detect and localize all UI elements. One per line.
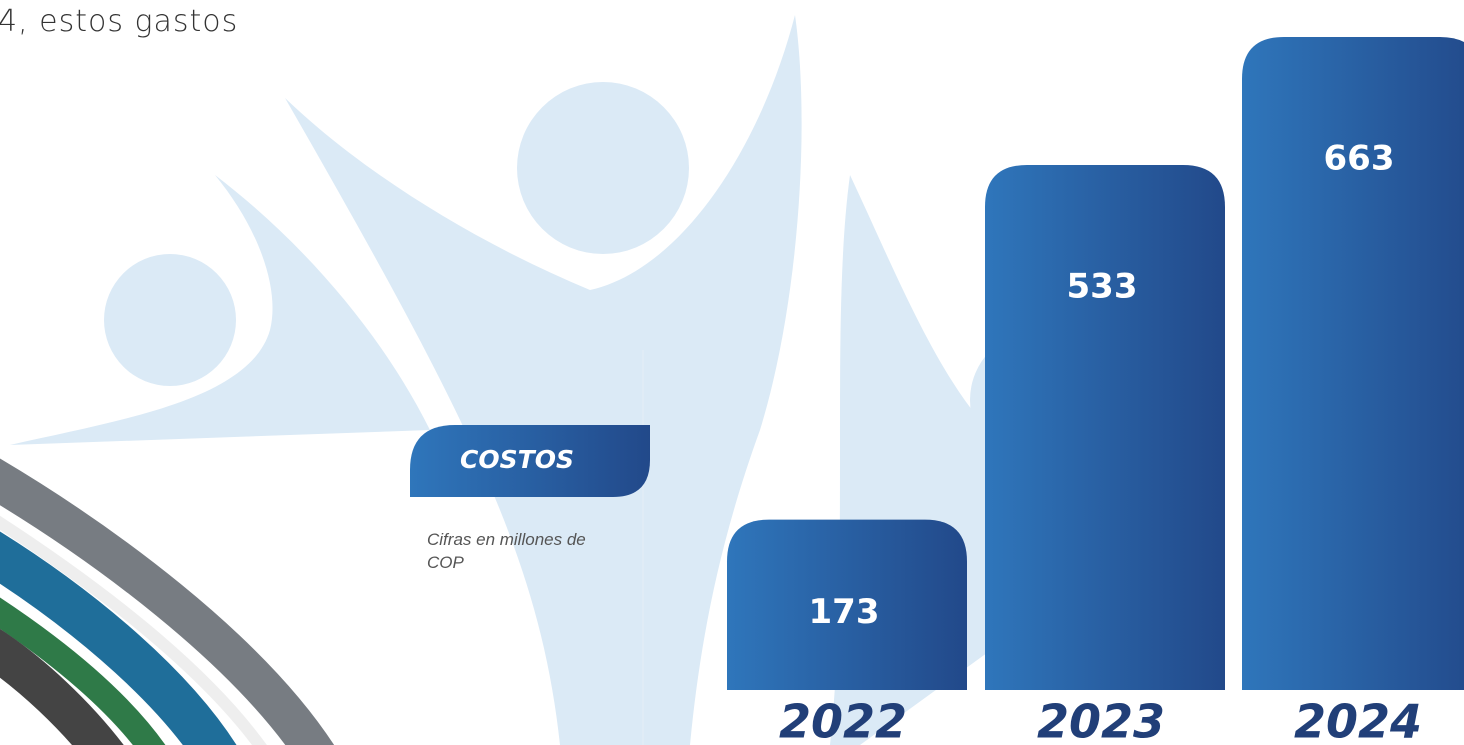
bar: [985, 164, 1225, 690]
value-label: 663: [1324, 138, 1395, 178]
value-label: 533: [1067, 266, 1138, 306]
page-text: 4, estos gastos: [0, 4, 239, 39]
decor-arcs: [0, 458, 335, 745]
x-tick-label: 2023: [1037, 695, 1165, 745]
value-label: 173: [809, 592, 880, 632]
title-badge: COSTOS: [410, 425, 650, 497]
bar: [1242, 36, 1464, 690]
x-tick-label: 2022: [779, 695, 907, 745]
chart-title: COSTOS: [460, 445, 574, 474]
chart-subtitle: Cifras en millones de COP: [427, 530, 586, 572]
x-tick-label: 2024: [1294, 695, 1422, 745]
bar: [727, 519, 967, 690]
